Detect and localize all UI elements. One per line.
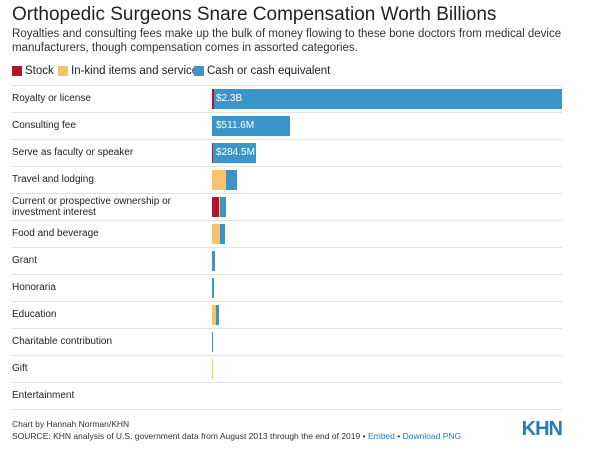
legend-item: In-kind items and services [58,65,204,77]
source: SOURCE: KHN analysis of U.S. government … [12,431,361,441]
legend-swatch [58,66,68,76]
row-label: Food and beverage [12,228,99,239]
separator [12,247,562,248]
chart-title: Orthopedic Surgeons Snare Compensation W… [12,4,497,25]
value-label: $2.3B [216,93,243,104]
bar-segment [215,304,219,325]
source-line: SOURCE: KHN analysis of U.S. government … [12,431,462,441]
legend-swatch [194,66,204,76]
bar-segment [219,196,226,217]
bar-segment [212,142,214,163]
bar-segment [213,142,257,163]
chart-subtitle: Royalties and consulting fees make up th… [12,28,562,54]
embed-link[interactable]: Embed [367,431,395,441]
bar-segment [212,88,214,109]
separator [12,409,562,410]
legend-item: Stock [12,65,54,77]
separator [12,85,562,86]
credit: Chart by Hannah Norman/KHN [12,419,130,429]
row-label: Consulting fee [12,120,76,131]
bar-segment [212,304,216,325]
separator [12,382,562,383]
separator [12,193,562,194]
separator [12,274,562,275]
legend-item: Cash or cash equivalent [194,65,330,77]
bar-segment [212,115,290,136]
bar-segment [213,88,562,109]
logo: KHN [521,418,563,440]
legend-label: Cash or cash equivalent [207,65,331,77]
row-label: Serve as faculty or speaker [12,147,134,158]
bar-segment [212,223,221,244]
row-label: Honoraria [12,282,56,293]
separator [12,355,562,356]
separator [12,220,562,221]
row-label: Royalty or license [12,93,91,104]
separator [12,301,562,302]
row-label: Travel and lodging [12,174,94,185]
bar-segment [212,250,216,271]
bar-segment [220,223,226,244]
row-label: Education [12,309,57,320]
bar-segment [212,196,219,217]
legend-label: Stock [25,65,54,77]
separator [12,328,562,329]
separator [12,112,562,113]
row-label: Grant [12,255,38,266]
legend-label: In-kind items and services [71,65,204,77]
separator [12,166,562,167]
value-label: $284.5M [216,147,255,158]
legend-swatch [12,66,22,76]
value-label: $511.6M [216,120,255,131]
bar-segment [212,277,214,298]
row-label: Entertainment [12,390,75,401]
bar-segment [218,196,220,217]
row-label: Charitable contribution [12,336,113,347]
row-label: Gift [12,363,28,374]
separator [12,139,562,140]
bar-segment [225,169,237,190]
row-label: Current or prospective ownership or inve… [12,195,171,218]
download-link[interactable]: Download PNG [402,431,462,441]
bar-segment [212,169,226,190]
